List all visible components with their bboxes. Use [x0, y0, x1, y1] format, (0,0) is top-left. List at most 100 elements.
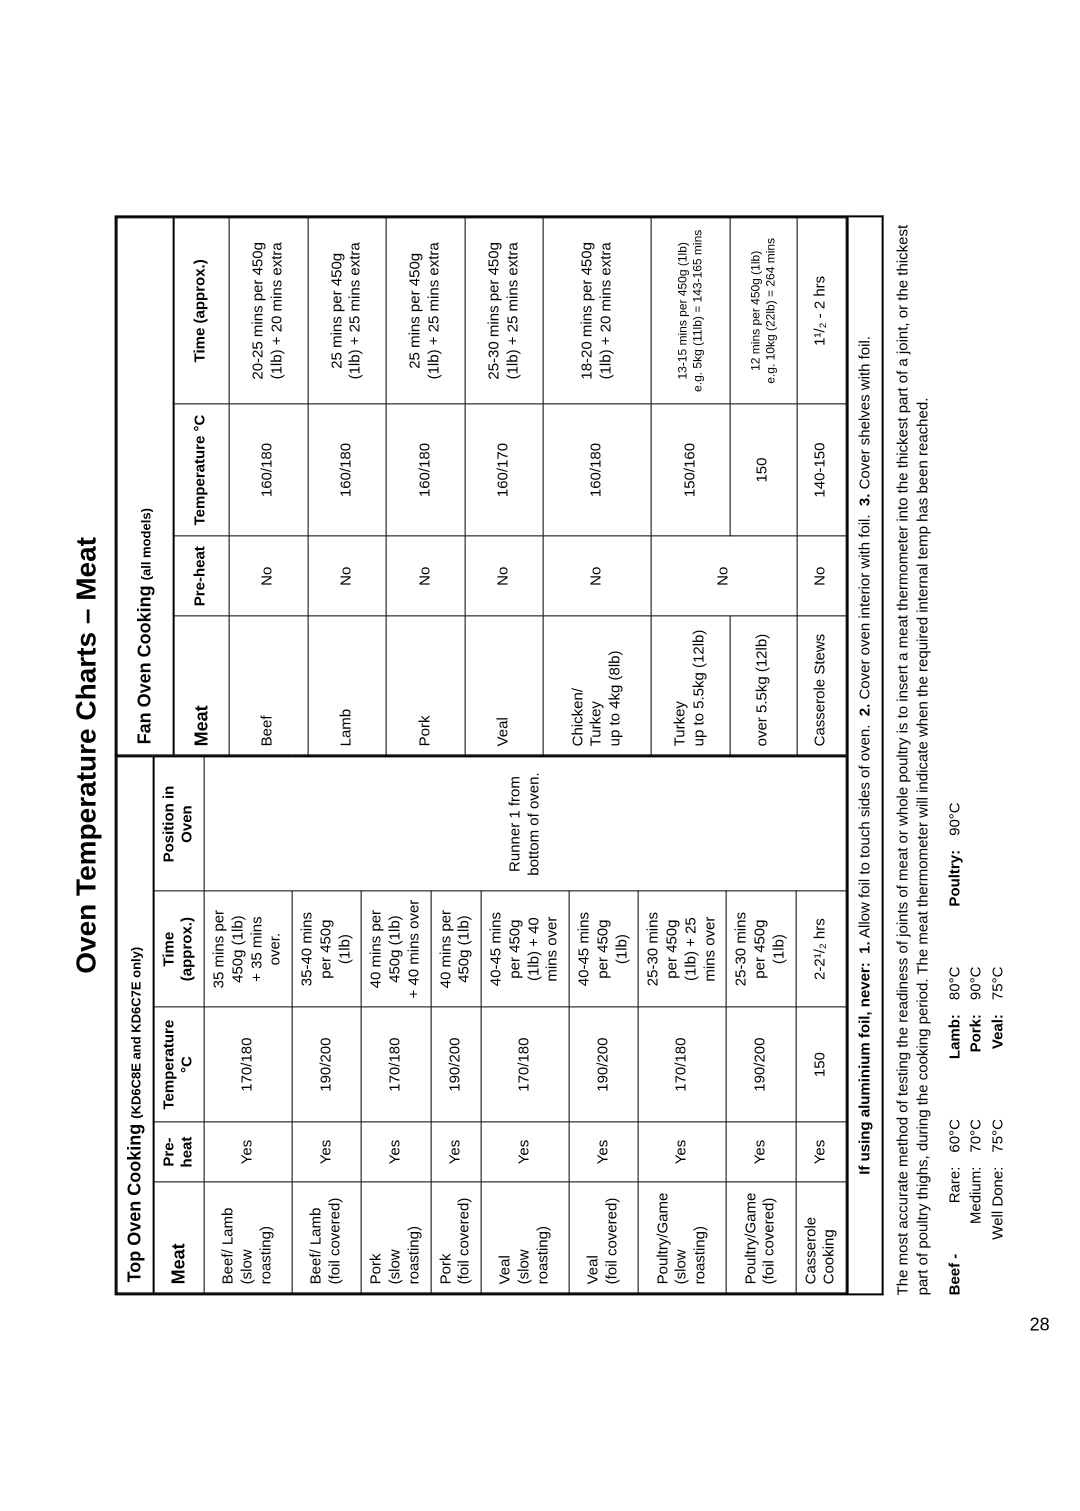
col-position: Position in Oven: [153, 757, 204, 892]
table-row: Turkeyup to 5.5kg (12lb)No150/16013-15 m…: [651, 218, 730, 755]
time-cell: 40 mins per 450g (1lb): [431, 891, 482, 1007]
time-cell: 25-30 mins per 450g(1lb): [726, 891, 795, 1007]
temp-cell: 160/180: [229, 404, 308, 536]
temp-cell: 160/180: [308, 404, 387, 536]
temp-label: Pork:: [966, 1014, 988, 1059]
col-preheat: Pre-heat: [153, 1122, 204, 1182]
col-time: Time (approx.): [153, 891, 204, 1007]
temp-cell: 140-150: [797, 404, 846, 536]
meat-cell: Pork(foil covered): [431, 1182, 482, 1293]
tables-container: Top Oven Cooking (KD6C8E and KD6C7E only…: [115, 216, 849, 1296]
meat-cell: Pork: [386, 616, 465, 755]
meat-cell: Poultry/Game(foil covered): [726, 1182, 795, 1293]
preheat-cell: No: [797, 536, 846, 616]
temp-value: 80°C: [944, 967, 966, 1001]
temp-cell: 170/180: [481, 1007, 569, 1122]
col-time-fan: Time (approx.): [173, 218, 229, 404]
time-cell: 35-40 mins per 450g(1lb): [292, 891, 361, 1007]
time-cell: 20-25 mins per 450g(1lb) + 20 mins extra: [229, 218, 308, 404]
col-preheat-fan: Pre-heat: [173, 536, 229, 616]
time-cell: 1¹/₂ - 2 hrs: [797, 218, 846, 404]
temp-cell: 170/180: [204, 1007, 292, 1122]
preheat-cell: Yes: [726, 1122, 795, 1182]
col-meat: Meat: [153, 1182, 204, 1293]
preheat-cell: Yes: [361, 1122, 430, 1182]
temp-label: Veal:: [988, 1014, 1010, 1059]
time-cell: 40-45 mins per 450g(1lb): [569, 891, 638, 1007]
temp-label: Lamb:: [944, 1014, 966, 1059]
meat-cell: Poultry/Game(slow roasting): [638, 1182, 726, 1293]
preheat-cell: Yes: [431, 1122, 482, 1182]
temp-value: 90°C: [966, 967, 988, 1001]
temp-cell: 150: [730, 404, 797, 536]
table-row: Beef/ Lamb(slow roasting)Yes170/18035 mi…: [204, 757, 292, 1294]
meat-cell: CasseroleCooking: [796, 1182, 847, 1293]
col-meat-fan: Meat: [173, 616, 229, 755]
temp-cell: 160/170: [465, 404, 544, 536]
preheat-cell: No: [386, 536, 465, 616]
foil-note: If using aluminium foil, never: 1. Allow…: [849, 216, 884, 1296]
col-temp-fan: Temperature °C: [173, 404, 229, 536]
temp-label: Medium:: [966, 1167, 988, 1240]
temp-label: Rare:: [944, 1167, 966, 1240]
meat-cell: Veal(foil covered): [569, 1182, 638, 1293]
table-row: Chicken/Turkeyup to 4kg (8lb)No160/18018…: [543, 218, 651, 755]
preheat-cell: Yes: [569, 1122, 638, 1182]
table-row: over 5.5kg (12lb) 15012 mins per 450g (1l…: [730, 218, 797, 755]
temp-cell: 170/180: [361, 1007, 430, 1122]
position-cell: Runner 1 from bottom of oven.: [204, 757, 846, 892]
time-cell: 25-30 mins per 450g(1lb) + 25 mins extra: [465, 218, 544, 404]
col-temp: Temperature °C: [153, 1007, 204, 1122]
preheat-cell: Yes: [204, 1122, 292, 1182]
meat-cell: Pork(slow roasting): [361, 1182, 430, 1293]
time-cell: 18-20 mins per 450g(1lb) + 20 mins extra: [543, 218, 651, 404]
table-row: PorkNo160/18025 mins per 450g(1lb) + 25 …: [386, 218, 465, 755]
time-cell: 13-15 mins per 450g (1lb)e.g. 5kg (11lb)…: [651, 218, 730, 404]
meat-cell: Beef/ Lamb(foil covered): [292, 1182, 361, 1293]
thermometer-paragraph: The most accurate method of testing the …: [894, 216, 935, 1296]
preheat-cell: Yes: [796, 1122, 847, 1182]
temp-cell: 160/180: [386, 404, 465, 536]
table-row: Casserole StewsNo140-1501¹/₂ - 2 hrs: [797, 218, 846, 755]
temp-cell: 190/200: [726, 1007, 795, 1122]
temp-value: 70°C: [966, 1119, 988, 1153]
meat-cell: Turkeyup to 5.5kg (12lb): [651, 616, 730, 755]
time-cell: 40-45 mins per 450g(1lb) + 40 mins over: [481, 891, 569, 1007]
preheat-cell: Yes: [292, 1122, 361, 1182]
fan-oven-table: Fan Oven Cooking (all models) Meat Pre-h…: [117, 218, 847, 756]
temp-value: 75°C: [988, 1119, 1010, 1153]
time-cell: 12 mins per 450g (1lb)e.g. 10kg (22lb) =…: [730, 218, 797, 404]
preheat-cell: Yes: [481, 1122, 569, 1182]
table-row: LambNo160/18025 mins per 450g(1lb) + 25 …: [308, 218, 387, 755]
preheat-cell: No: [229, 536, 308, 616]
temp-cell: 190/200: [569, 1007, 638, 1122]
time-cell: 40 mins per 450g (1lb)+ 40 mins over: [361, 891, 430, 1007]
temp-cell: 190/200: [292, 1007, 361, 1122]
meat-cell: Beef/ Lamb(slow roasting): [204, 1182, 292, 1293]
top-oven-heading: Top Oven Cooking (KD6C8E and KD6C7E only…: [117, 757, 153, 1294]
preheat-cell: No: [465, 536, 544, 616]
preheat-cell: Yes: [638, 1122, 726, 1182]
time-cell: 25 mins per 450g(1lb) + 25 mins extra: [308, 218, 387, 404]
meat-cell: Beef: [229, 616, 308, 755]
temp-cell: 150/160: [651, 404, 730, 536]
time-cell: 2-2¹/₂ hrs: [796, 891, 847, 1007]
top-oven-table: Top Oven Cooking (KD6C8E and KD6C7E only…: [117, 756, 847, 1294]
fan-oven-heading: Fan Oven Cooking (all models): [117, 218, 173, 755]
preheat-cell: No: [308, 536, 387, 616]
temp-cell: 150: [796, 1007, 847, 1122]
meat-cell: over 5.5kg (12lb): [730, 616, 797, 755]
temp-cell: 170/180: [638, 1007, 726, 1122]
temp-label: Well Done:: [988, 1167, 1010, 1240]
table-row: BeefNo160/18020-25 mins per 450g(1lb) + …: [229, 218, 308, 755]
internal-temps: Beef - Rare:Medium:Well Done: 60°C70°C75…: [944, 216, 1009, 1296]
time-cell: 25 mins per 450g(1lb) + 25 mins extra: [386, 218, 465, 404]
preheat-cell: No: [543, 536, 651, 616]
meat-cell: Veal(slow roasting): [481, 1182, 569, 1293]
meat-cell: Chicken/Turkeyup to 4kg (8lb): [543, 616, 651, 755]
temp-cell: 190/200: [431, 1007, 482, 1122]
table-row: VealNo160/17025-30 mins per 450g(1lb) + …: [465, 218, 544, 755]
time-cell: 25-30 mins per 450g(1lb) + 25 mins over: [638, 891, 726, 1007]
temp-cell: 160/180: [543, 404, 651, 536]
page-number: 28: [1029, 1315, 1049, 1336]
